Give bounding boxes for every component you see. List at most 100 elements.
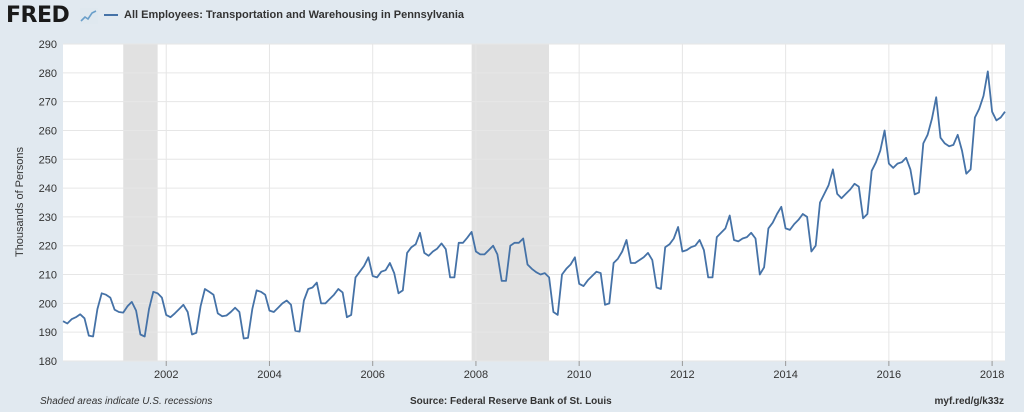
data-point — [522, 237, 525, 240]
short-url-link[interactable]: myf.red/g/k33z — [934, 396, 1004, 407]
data-point — [552, 311, 555, 314]
data-point — [913, 193, 916, 196]
data-point — [440, 242, 443, 245]
data-point — [797, 218, 800, 221]
data-point — [737, 240, 740, 243]
data-point — [974, 116, 977, 119]
data-point — [651, 259, 654, 262]
y-tick-label: 210 — [39, 270, 57, 282]
data-point — [591, 275, 594, 278]
data-point — [130, 301, 133, 304]
data-point — [156, 292, 159, 295]
data-point — [793, 223, 796, 226]
data-point — [780, 205, 783, 208]
data-point — [995, 119, 998, 122]
data-point — [862, 217, 865, 220]
x-tick-label: 2010 — [567, 369, 591, 381]
data-point — [569, 263, 572, 266]
data-point — [191, 333, 194, 336]
data-point — [182, 303, 185, 306]
data-point — [724, 227, 727, 230]
data-point — [281, 302, 284, 305]
x-tick-label: 2014 — [773, 369, 797, 381]
data-point — [255, 289, 258, 292]
data-point — [926, 133, 929, 136]
data-point — [518, 241, 521, 244]
data-point — [178, 308, 181, 311]
data-point — [720, 231, 723, 234]
data-point — [956, 133, 959, 136]
data-point — [1004, 110, 1007, 113]
legend-swatch — [104, 14, 118, 16]
data-point — [943, 142, 946, 145]
data-point — [401, 289, 404, 292]
data-point — [350, 314, 353, 317]
data-point — [819, 201, 822, 204]
data-point — [419, 231, 422, 234]
data-point — [741, 237, 744, 240]
data-point — [789, 229, 792, 232]
data-point — [79, 313, 82, 316]
data-point — [513, 241, 516, 244]
data-point — [496, 253, 499, 256]
data-point — [638, 259, 641, 262]
data-point — [935, 96, 938, 99]
data-point — [122, 311, 125, 314]
data-point — [135, 309, 138, 312]
data-point — [548, 276, 551, 279]
data-point — [767, 227, 770, 230]
data-point — [900, 161, 903, 164]
y-tick-label: 270 — [39, 97, 57, 109]
data-point — [625, 239, 628, 242]
data-point — [535, 271, 538, 274]
data-point — [470, 231, 473, 234]
data-point — [530, 267, 533, 270]
data-point — [896, 162, 899, 165]
data-point — [247, 337, 250, 340]
data-point — [733, 239, 736, 242]
fred-logo[interactable]: FRED — [6, 3, 70, 28]
data-point — [801, 213, 804, 216]
data-point — [642, 256, 645, 259]
data-point — [664, 246, 667, 249]
x-tick-label: 2004 — [257, 369, 281, 381]
data-point — [298, 330, 301, 333]
data-point — [728, 214, 731, 217]
data-point — [982, 95, 985, 98]
data-point — [500, 280, 503, 283]
data-point — [750, 231, 753, 234]
data-point — [492, 244, 495, 247]
data-point — [173, 312, 176, 315]
x-tick-label: 2016 — [877, 369, 901, 381]
y-tick-label: 280 — [39, 68, 57, 80]
data-point — [260, 290, 263, 293]
data-point — [952, 144, 955, 147]
data-point — [457, 241, 460, 244]
data-point — [892, 167, 895, 170]
data-point — [436, 247, 439, 250]
data-point — [677, 226, 680, 229]
legend-series-label: All Employees: Transportation and Wareho… — [124, 9, 465, 21]
data-point — [87, 334, 90, 337]
data-point — [578, 282, 581, 285]
data-point — [823, 193, 826, 196]
data-point — [380, 270, 383, 273]
data-point — [986, 70, 989, 73]
data-point — [315, 281, 318, 284]
data-point — [711, 276, 714, 279]
data-point — [118, 311, 121, 314]
data-point — [406, 252, 409, 255]
data-point — [337, 288, 340, 291]
data-point — [922, 142, 925, 145]
y-tick-label: 180 — [39, 356, 57, 368]
data-point — [621, 250, 624, 253]
data-point — [358, 270, 361, 273]
data-point — [612, 262, 615, 265]
data-point — [453, 276, 456, 279]
data-point — [333, 293, 336, 296]
data-point — [681, 250, 684, 253]
data-point — [161, 296, 164, 299]
data-point — [810, 250, 813, 253]
data-point — [311, 286, 314, 289]
data-point — [776, 213, 779, 216]
